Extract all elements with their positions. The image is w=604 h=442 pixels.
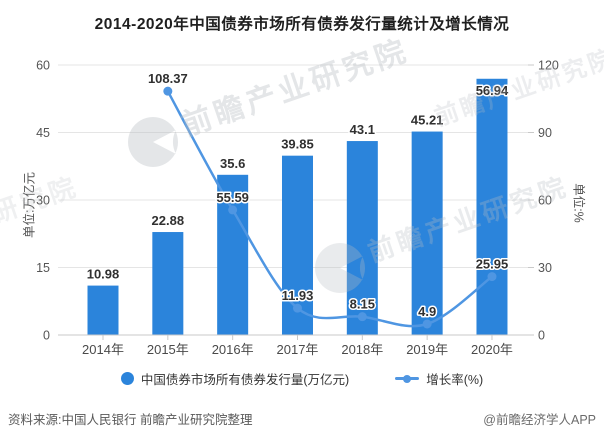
bar-series-label: 中国债券市场所有债券发行量(万亿元) — [140, 373, 350, 387]
growth-rate-point[interactable] — [357, 312, 367, 322]
bar-value-label: 35.6 — [220, 156, 245, 171]
bar-value-label: 56.94 — [476, 83, 509, 98]
growth-rate-point[interactable] — [422, 319, 432, 329]
bar-2014年[interactable] — [87, 285, 119, 335]
chart-plot-area: 0 15 30 45 60 0 30 60 90 120 2014年 2015年 2016年 2017年 2… — [36, 59, 559, 358]
x-axis-label-2014年: 2014年 — [82, 342, 124, 357]
right-axis-tick-label: 30 — [538, 261, 552, 275]
x-axis-label-2015年: 2015年 — [147, 342, 189, 357]
x-axis-label-2016年: 2016年 — [212, 342, 254, 357]
bar-value-label: 43.1 — [350, 122, 375, 137]
bar-2020年[interactable] — [476, 78, 508, 335]
chart-legend: 中国债券市场所有债券发行量(万亿元) 增长率(%) — [0, 369, 604, 388]
line-series-label: 增长率(%) — [426, 373, 484, 387]
growth-rate-point[interactable] — [487, 272, 497, 282]
bar-value-label: 10.98 — [87, 267, 120, 282]
line-value-label: 108.37 — [148, 71, 188, 86]
chart-title: 2014-2020年中国债券市场所有债券发行量统计及增长情况 — [94, 16, 510, 33]
line-value-label: 25.95 — [476, 257, 509, 272]
left-axis-tick-label: 45 — [36, 126, 50, 140]
bar-2016年[interactable] — [217, 174, 249, 335]
growth-rate-point[interactable] — [292, 303, 302, 313]
line-value-label: 11.93 — [282, 288, 314, 303]
growth-rate-point[interactable] — [228, 205, 238, 215]
line-value-label: 55.59 — [216, 190, 249, 205]
bar-2018年[interactable] — [346, 141, 378, 335]
bar-series-marker-icon — [120, 372, 134, 385]
right-axis-unit-label: 单位:% — [571, 183, 586, 223]
bar-2019年[interactable] — [411, 131, 443, 335]
credit-text: @前瞻经济学人APP — [483, 413, 596, 427]
bar-value-label: 45.21 — [411, 113, 444, 128]
line-value-label: 8.15 — [350, 297, 375, 312]
x-axis-label-2018年: 2018年 — [341, 342, 383, 357]
growth-rate-point[interactable] — [163, 86, 173, 96]
left-axis-tick-label: 30 — [36, 194, 50, 208]
right-axis-tick-label: 60 — [538, 194, 552, 208]
data-source-text: 资料来源:中国人民银行 前瞻产业研究院整理 — [8, 413, 253, 427]
line-series-marker-icon — [395, 374, 420, 383]
line-value-label: 4.9 — [418, 304, 436, 319]
growth-rate-line — [166, 89, 494, 328]
right-axis-tick-label: 0 — [538, 329, 545, 343]
x-axis-label-2020年: 2020年 — [471, 342, 513, 357]
left-axis-tick-label: 0 — [43, 329, 50, 343]
left-axis-tick-label: 15 — [36, 261, 50, 275]
bar-value-label: 39.85 — [281, 137, 314, 152]
bar-2015年[interactable] — [152, 232, 184, 335]
right-axis-tick-label: 90 — [538, 126, 552, 140]
x-axis-label-2019年: 2019年 — [406, 342, 448, 357]
legend-item-bar-series[interactable]: 中国债券市场所有债券发行量(万亿元) — [120, 369, 350, 388]
left-axis-unit-label: 单位:万亿元 — [22, 172, 37, 238]
x-axis-label-2017年: 2017年 — [277, 342, 319, 357]
chart-footer: 资料来源:中国人民银行 前瞻产业研究院整理 @前瞻经济学人APP — [0, 407, 604, 429]
right-axis-tick-label: 120 — [538, 59, 559, 73]
left-axis-tick-label: 60 — [36, 59, 50, 73]
legend-item-line-series[interactable]: 增长率(%) — [395, 369, 483, 388]
bar-value-label: 22.88 — [152, 213, 185, 228]
